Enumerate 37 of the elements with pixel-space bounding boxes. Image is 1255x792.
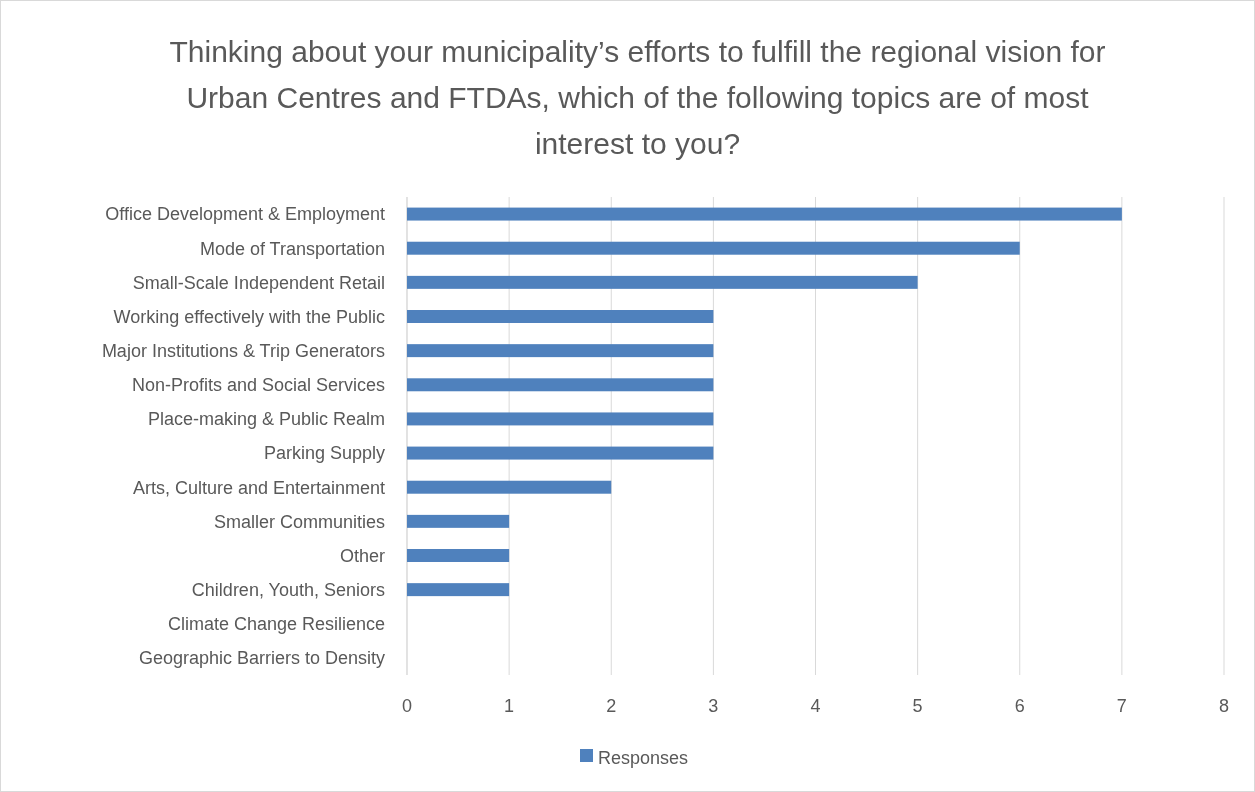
bar <box>407 378 714 392</box>
x-tick-label: 8 <box>1218 696 1230 716</box>
x-tick-label: 6 <box>1014 696 1025 716</box>
bar <box>407 241 1020 255</box>
y-tick-label: Smaller Communities <box>213 511 385 532</box>
y-tick-label: Children, Youth, Seniors <box>191 579 385 600</box>
y-tick-label: Office Development & Employment <box>105 204 385 225</box>
y-tick-label: Arts, Culture and Entertainment <box>132 477 385 498</box>
y-tick-label: Working effectively with the Public <box>113 306 385 327</box>
bar <box>407 344 714 358</box>
y-tick-label: Climate Change Resilience <box>167 614 385 635</box>
x-tick-label: 5 <box>912 696 923 716</box>
bar <box>407 412 714 426</box>
bar <box>407 446 714 460</box>
y-tick-label: Mode of Transportation <box>199 238 385 259</box>
x-tick-label: 3 <box>708 696 719 716</box>
x-tick-label: 1 <box>504 696 515 716</box>
y-tick-label: Place-making & Public Realm <box>147 409 385 430</box>
bar <box>407 514 510 528</box>
y-tick-label: Small-Scale Independent Retail <box>132 272 385 293</box>
x-tick-label: 7 <box>1116 696 1127 716</box>
chart-title: Thinking about your municipality’s efforts to fulfill the regional vision for Urban Centres and FTDAs, which of the following topics are of most interest to you? <box>169 35 1106 160</box>
legend-label: Responses <box>598 747 689 768</box>
x-tick-label: 0 <box>401 696 413 716</box>
y-tick-label: Geographic Barriers to Density <box>138 648 385 669</box>
y-tick-label: Parking Supply <box>263 443 385 464</box>
y-tick-label: Major Institutions & Trip Generators <box>101 340 385 361</box>
x-tick-label: 2 <box>606 696 617 716</box>
x-tick-label: 4 <box>810 696 821 716</box>
bar <box>407 480 612 494</box>
y-tick-label: Non-Profits and Social Services <box>131 375 385 396</box>
bar <box>407 549 510 562</box>
bar <box>407 310 714 323</box>
y-tick-label: Other <box>339 545 385 566</box>
bar <box>407 275 918 289</box>
bar <box>407 583 510 597</box>
bar <box>407 207 1122 221</box>
